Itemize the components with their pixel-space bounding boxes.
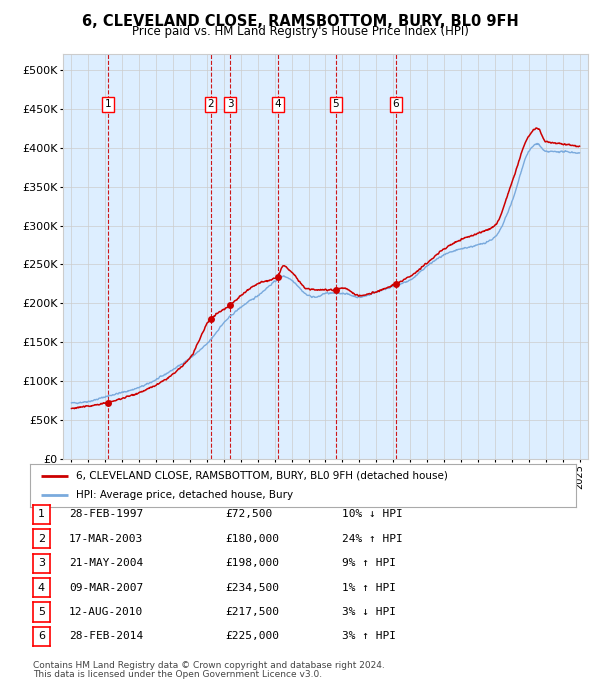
Text: 6, CLEVELAND CLOSE, RAMSBOTTOM, BURY, BL0 9FH: 6, CLEVELAND CLOSE, RAMSBOTTOM, BURY, BL… (82, 14, 518, 29)
Text: HPI: Average price, detached house, Bury: HPI: Average price, detached house, Bury (76, 490, 293, 500)
Text: 6, CLEVELAND CLOSE, RAMSBOTTOM, BURY, BL0 9FH (detached house): 6, CLEVELAND CLOSE, RAMSBOTTOM, BURY, BL… (76, 471, 448, 481)
Text: 6: 6 (392, 99, 399, 109)
Text: Price paid vs. HM Land Registry's House Price Index (HPI): Price paid vs. HM Land Registry's House … (131, 25, 469, 38)
Text: 3% ↓ HPI: 3% ↓ HPI (342, 607, 396, 617)
Text: 6: 6 (38, 632, 45, 641)
Text: 2: 2 (207, 99, 214, 109)
Text: 3: 3 (38, 558, 45, 568)
Text: £198,000: £198,000 (225, 558, 279, 568)
Text: 2: 2 (38, 534, 45, 543)
Text: This data is licensed under the Open Government Licence v3.0.: This data is licensed under the Open Gov… (33, 670, 322, 679)
Text: 10% ↓ HPI: 10% ↓ HPI (342, 509, 403, 519)
Text: 4: 4 (38, 583, 45, 592)
Text: £234,500: £234,500 (225, 583, 279, 592)
Text: 17-MAR-2003: 17-MAR-2003 (69, 534, 143, 543)
Text: Contains HM Land Registry data © Crown copyright and database right 2024.: Contains HM Land Registry data © Crown c… (33, 660, 385, 670)
Text: 28-FEB-2014: 28-FEB-2014 (69, 632, 143, 641)
Text: 1% ↑ HPI: 1% ↑ HPI (342, 583, 396, 592)
Text: £217,500: £217,500 (225, 607, 279, 617)
Text: £72,500: £72,500 (225, 509, 272, 519)
Text: 1: 1 (104, 99, 111, 109)
Text: 4: 4 (274, 99, 281, 109)
Text: 1: 1 (38, 509, 45, 519)
Text: 5: 5 (38, 607, 45, 617)
Text: 3: 3 (227, 99, 233, 109)
Text: 21-MAY-2004: 21-MAY-2004 (69, 558, 143, 568)
Text: 12-AUG-2010: 12-AUG-2010 (69, 607, 143, 617)
Text: 09-MAR-2007: 09-MAR-2007 (69, 583, 143, 592)
Text: £180,000: £180,000 (225, 534, 279, 543)
Text: 28-FEB-1997: 28-FEB-1997 (69, 509, 143, 519)
Text: 9% ↑ HPI: 9% ↑ HPI (342, 558, 396, 568)
Text: 3% ↑ HPI: 3% ↑ HPI (342, 632, 396, 641)
Text: 5: 5 (332, 99, 339, 109)
Text: 24% ↑ HPI: 24% ↑ HPI (342, 534, 403, 543)
Text: £225,000: £225,000 (225, 632, 279, 641)
